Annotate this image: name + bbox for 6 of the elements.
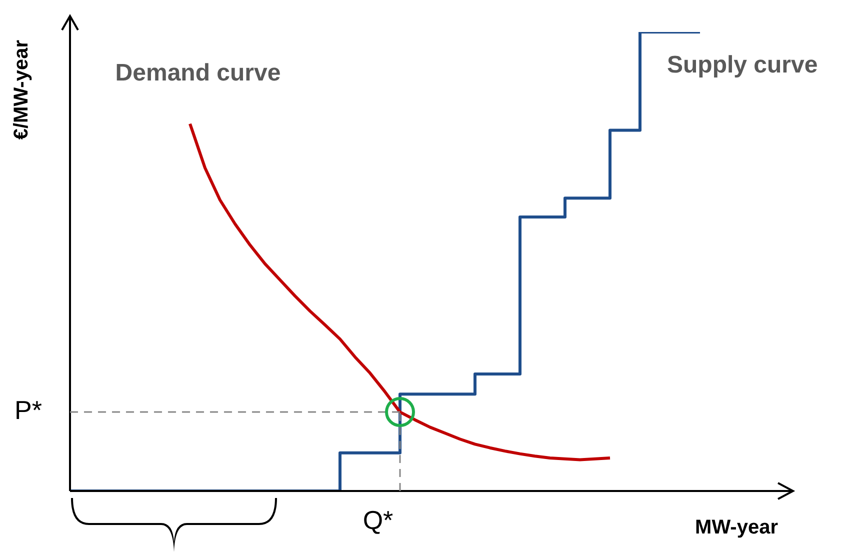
ref-line-label: P* <box>14 395 42 426</box>
x-axis-title: MW-year <box>695 516 778 539</box>
series-label: Supply curve <box>667 52 818 79</box>
y-axis-title: €/MW-year <box>10 40 33 140</box>
text: Demand curve <box>115 59 281 86</box>
text: Q* <box>362 505 394 536</box>
